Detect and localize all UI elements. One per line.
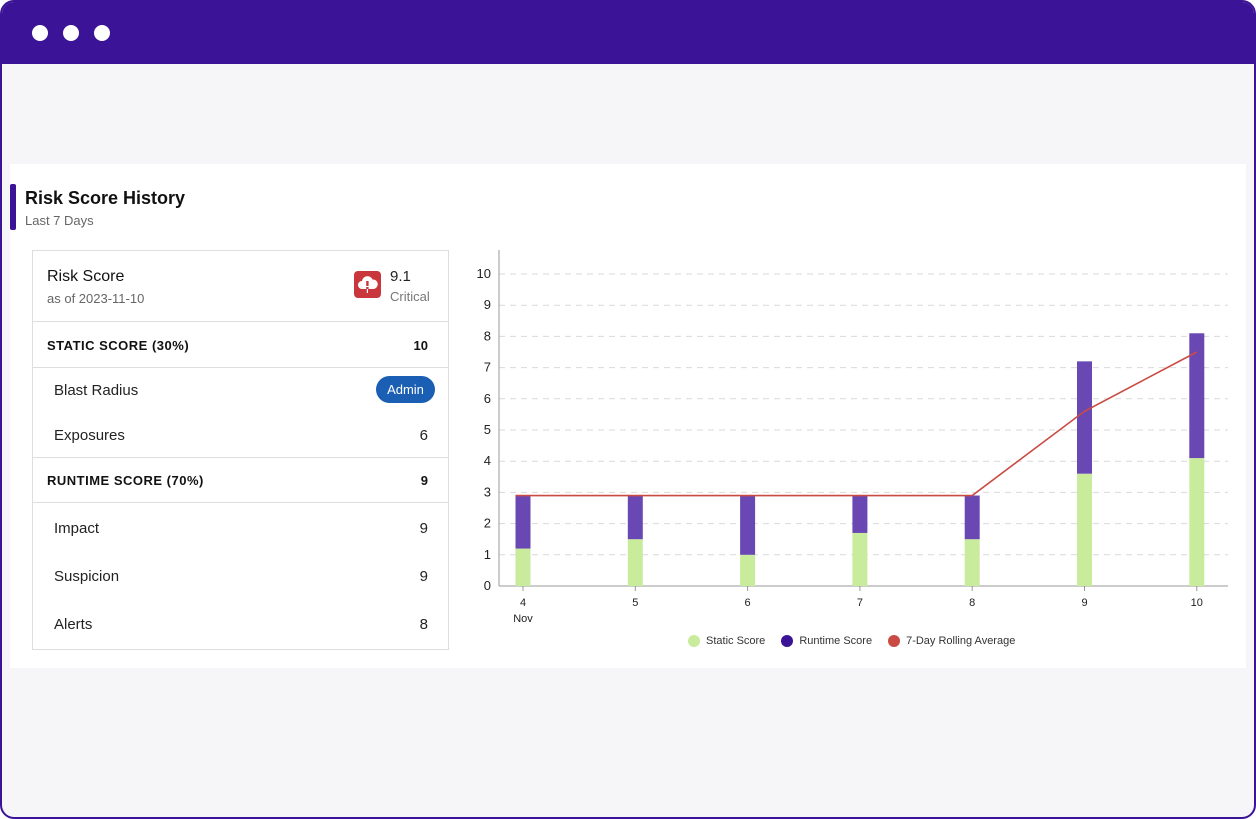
bar-runtime-score	[740, 495, 756, 555]
bar-runtime-score	[1189, 333, 1205, 459]
window-dot-close[interactable]	[32, 25, 48, 41]
card-subtitle: Last 7 Days	[25, 213, 94, 228]
bar-static-score	[740, 554, 756, 586]
risk-score-chart: 0 1 2 3 4 5 6 7 8 9 10 4 5 6 7 8 9 10 Nov	[477, 250, 1228, 625]
window-dot-minimize[interactable]	[63, 25, 79, 41]
suspicion-value: 9	[419, 568, 428, 585]
legend-item-static[interactable]: Static Score	[688, 635, 765, 647]
bar-static-score	[515, 548, 531, 586]
risk-score-panel: Risk Score as of 2023-11-10 9.1 Critical…	[32, 250, 449, 650]
divider	[33, 457, 448, 458]
chart-legend: Static Score Runtime Score 7-Day Rolling…	[688, 632, 1031, 650]
bar-static-score	[627, 539, 643, 586]
window-titlebar	[2, 2, 1254, 64]
legend-swatch-rolling-average	[888, 635, 901, 647]
line-rolling-average	[515, 351, 1198, 497]
y-tick-label: 3	[484, 484, 491, 499]
divider	[33, 321, 448, 322]
y-tick-label: 9	[484, 297, 491, 312]
y-tick-label: 5	[484, 422, 491, 437]
legend-label-runtime: Runtime Score	[799, 635, 873, 647]
legend-label-static: Static Score	[706, 635, 766, 647]
suspicion-label: Suspicion	[54, 568, 120, 585]
risk-score-value: 9.1	[390, 268, 411, 285]
y-tick-label: 8	[484, 328, 491, 343]
card-title: Risk Score History	[25, 188, 186, 208]
static-score-value: 10	[413, 338, 428, 353]
card-accent-bar	[10, 184, 16, 230]
bar-runtime-score	[1077, 361, 1092, 474]
x-tick-label: 5	[632, 597, 638, 609]
x-tick-label: 8	[969, 597, 975, 609]
runtime-score-value: 9	[420, 473, 428, 488]
y-tick-label: 0	[484, 578, 491, 593]
y-tick-label: 4	[484, 453, 491, 468]
bar-runtime-score	[852, 495, 868, 533]
bar-static-score	[1189, 458, 1205, 586]
window-dot-maximize[interactable]	[94, 25, 110, 41]
x-tick-label: 4	[520, 597, 526, 609]
legend-item-runtime[interactable]: Runtime Score	[781, 635, 872, 647]
bar-static-score	[852, 532, 868, 586]
risk-score-severity: Critical	[390, 289, 430, 304]
y-tick-label: 2	[484, 516, 491, 531]
exposures-value: 6	[419, 427, 428, 444]
divider	[33, 367, 448, 368]
x-tick-label: 6	[745, 597, 751, 609]
x-month-label: Nov	[513, 613, 533, 625]
risk-score-date: as of 2023-11-10	[47, 291, 145, 306]
exposures-label: Exposures	[54, 427, 125, 444]
bar-runtime-score	[964, 495, 980, 540]
bar-static-score	[1077, 473, 1092, 586]
divider	[33, 502, 448, 503]
y-tick-label: 1	[484, 547, 491, 562]
runtime-score-label: RUNTIME SCORE (70%)	[47, 473, 204, 488]
static-score-label: STATIC SCORE (30%)	[47, 338, 190, 353]
y-tick-label: 7	[484, 360, 491, 375]
bar-runtime-score	[627, 495, 643, 540]
alerts-value: 8	[419, 616, 428, 633]
risk-score-title: Risk Score	[47, 268, 125, 285]
blast-radius-admin-badge[interactable]: Admin	[376, 376, 435, 403]
legend-swatch-runtime	[781, 635, 794, 647]
cloud-alert-icon	[354, 271, 381, 298]
x-tick-label: 10	[1191, 597, 1203, 609]
impact-value: 9	[419, 520, 428, 537]
y-tick-label: 10	[477, 266, 491, 281]
impact-label: Impact	[54, 520, 100, 537]
x-tick-label: 9	[1081, 597, 1087, 609]
blast-radius-label: Blast Radius	[54, 382, 139, 399]
y-tick-label: 6	[484, 391, 491, 406]
legend-item-rolling-average[interactable]: 7-Day Rolling Average	[888, 635, 1015, 647]
bar-static-score	[964, 539, 980, 586]
x-tick-label: 7	[857, 597, 863, 609]
legend-swatch-static	[688, 635, 700, 647]
alerts-label: Alerts	[54, 616, 93, 633]
legend-label-rolling-average: 7-Day Rolling Average	[906, 635, 1016, 647]
bar-runtime-score	[515, 495, 531, 549]
